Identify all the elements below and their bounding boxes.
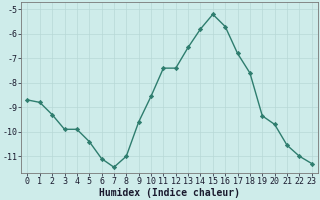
X-axis label: Humidex (Indice chaleur): Humidex (Indice chaleur): [99, 188, 240, 198]
